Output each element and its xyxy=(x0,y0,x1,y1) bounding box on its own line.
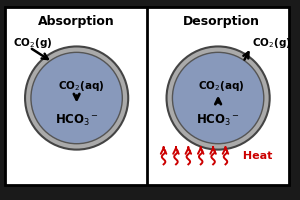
Text: HCO$_3$$^-$: HCO$_3$$^-$ xyxy=(196,112,240,127)
Circle shape xyxy=(31,53,122,144)
Circle shape xyxy=(172,53,264,144)
Text: Heat: Heat xyxy=(239,150,273,160)
Circle shape xyxy=(25,47,128,150)
Text: CO$_2$(g): CO$_2$(g) xyxy=(252,36,292,50)
Text: CO$_2$(aq): CO$_2$(aq) xyxy=(198,78,244,92)
Text: Absorption: Absorption xyxy=(38,15,115,28)
Text: HCO$_3$$^-$: HCO$_3$$^-$ xyxy=(55,112,99,127)
FancyBboxPatch shape xyxy=(5,8,289,185)
Text: CO$_2$(g): CO$_2$(g) xyxy=(13,36,53,50)
Text: Desorption: Desorption xyxy=(183,15,260,28)
Text: CO$_2$(aq): CO$_2$(aq) xyxy=(58,78,104,92)
Circle shape xyxy=(167,47,270,150)
